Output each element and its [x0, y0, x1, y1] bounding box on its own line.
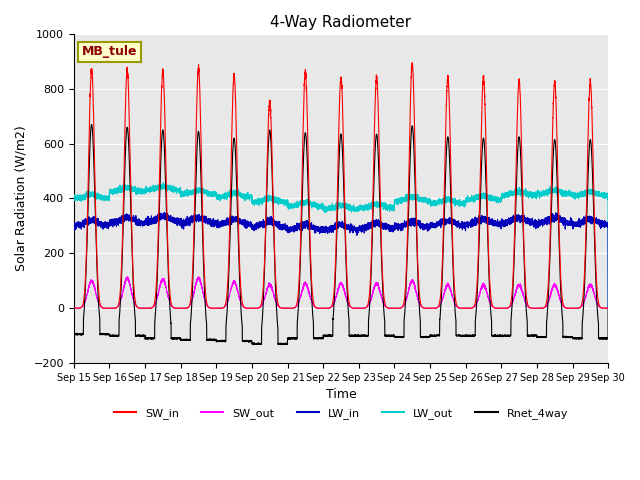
Text: MB_tule: MB_tule — [82, 46, 138, 59]
Title: 4-Way Radiometer: 4-Way Radiometer — [270, 15, 412, 30]
Legend: SW_in, SW_out, LW_in, LW_out, Rnet_4way: SW_in, SW_out, LW_in, LW_out, Rnet_4way — [109, 404, 573, 423]
Y-axis label: Solar Radiation (W/m2): Solar Radiation (W/m2) — [15, 126, 28, 271]
X-axis label: Time: Time — [326, 388, 356, 401]
